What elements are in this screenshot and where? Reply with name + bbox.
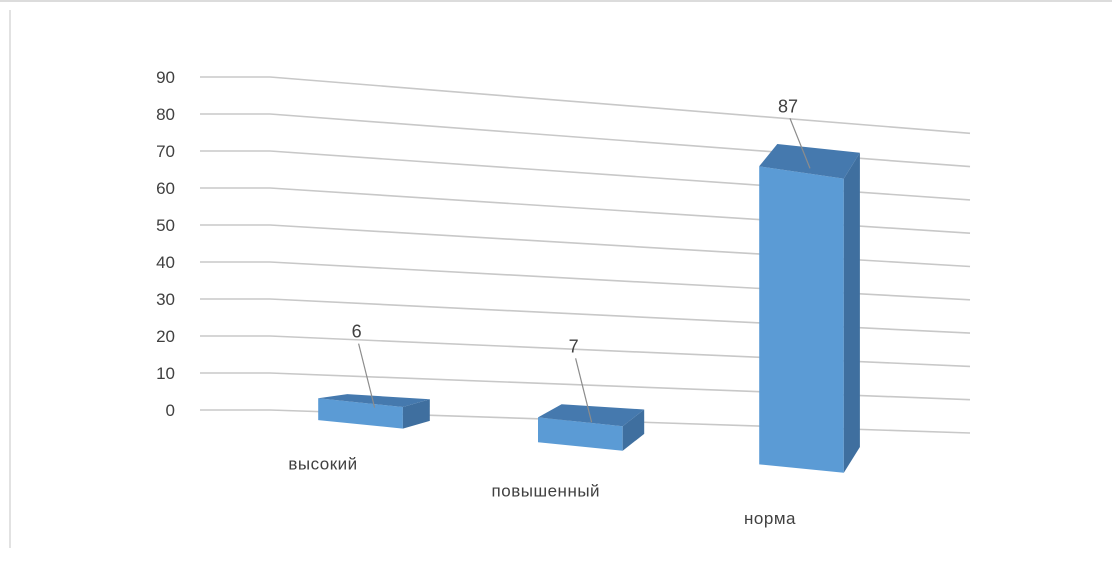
- y-tick-label: 90: [156, 68, 175, 87]
- y-tick-label: 0: [166, 401, 175, 420]
- category-label: повышенный: [492, 482, 601, 501]
- gridline: [200, 261, 971, 301]
- gridlines: [200, 76, 971, 434]
- bar-side-face: [843, 152, 860, 473]
- y-tick-label: 40: [156, 253, 175, 272]
- y-tick-label: 80: [156, 105, 175, 124]
- data-label-leader: [358, 343, 376, 408]
- gridline: [200, 335, 971, 368]
- gridline: [200, 187, 971, 234]
- bar-top-face: [538, 404, 645, 427]
- y-tick-label: 20: [156, 327, 175, 346]
- bar-top-face: [759, 144, 860, 179]
- y-tick-label: 60: [156, 179, 175, 198]
- bar-side-face: [622, 409, 645, 451]
- y-axis-ticks: 0 10 20 30 40 50 60 70 80 90: [156, 68, 175, 420]
- category-labels: высокий повышенный норма: [288, 455, 796, 528]
- category-label: высокий: [288, 455, 357, 474]
- bar-top-face: [318, 394, 430, 407]
- gridline: [200, 113, 971, 168]
- bar-front-face: [538, 417, 623, 451]
- data-label: 6: [352, 322, 362, 342]
- data-labels: 6 7 87: [352, 96, 811, 423]
- y-tick-label: 70: [156, 142, 175, 161]
- data-label: 87: [778, 96, 798, 116]
- bar: [538, 404, 645, 451]
- gridline: [200, 298, 971, 334]
- data-label: 7: [569, 336, 579, 356]
- y-tick-label: 50: [156, 216, 175, 235]
- bars: [318, 144, 860, 473]
- data-label-leader: [575, 358, 593, 423]
- gridline: [200, 409, 971, 434]
- data-label-leader: [789, 118, 811, 169]
- y-tick-label: 30: [156, 290, 175, 309]
- bar: [318, 394, 430, 429]
- bar: [759, 144, 860, 473]
- bar-side-face: [402, 399, 430, 429]
- bar-front-face: [759, 166, 844, 473]
- y-tick-label: 10: [156, 364, 175, 383]
- gridline: [200, 224, 971, 268]
- category-label: норма: [744, 509, 796, 528]
- bar-front-face: [318, 398, 403, 429]
- gridline: [200, 372, 971, 401]
- gridline: [200, 76, 971, 135]
- gridline: [200, 150, 971, 201]
